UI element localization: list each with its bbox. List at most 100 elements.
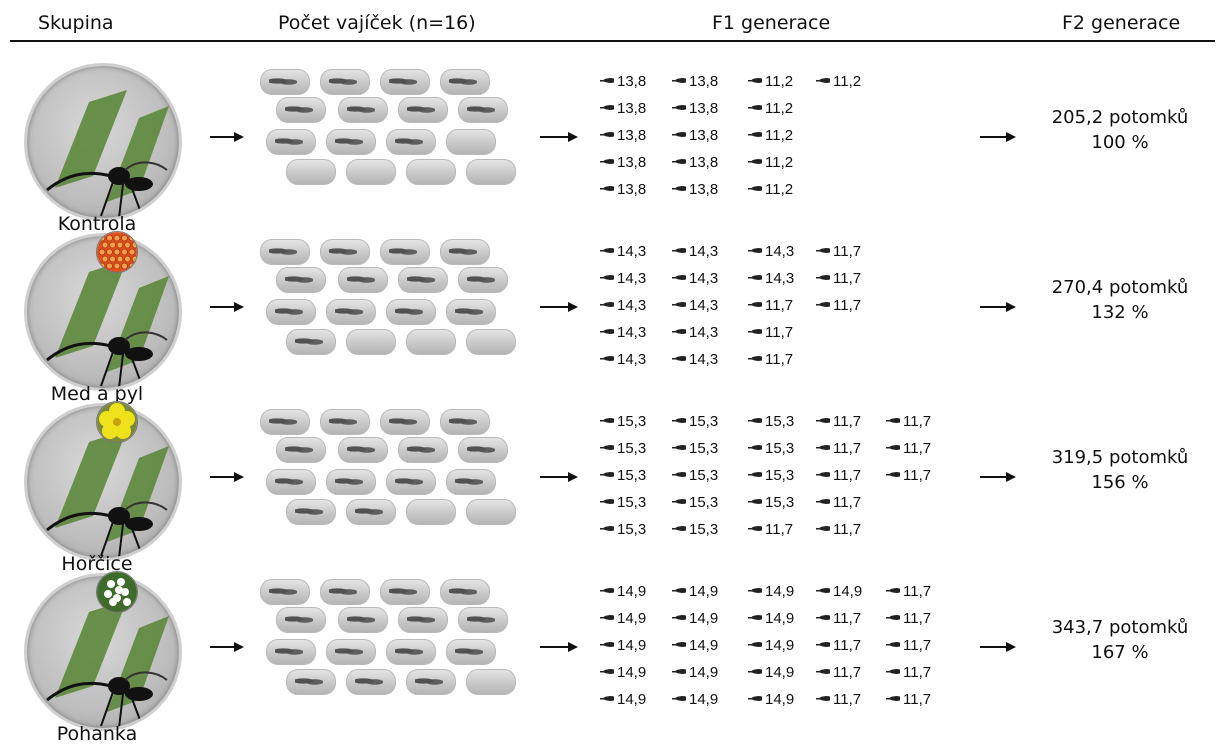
wasp-icon <box>600 274 614 281</box>
f1-value-text: 11,7 <box>765 297 794 314</box>
f1-value: 14,9 <box>600 637 646 654</box>
f1-value: 15,3 <box>748 467 794 484</box>
f2-count: 343,7 potomků <box>1051 617 1189 638</box>
wasp-icon <box>600 328 614 335</box>
wasp-icon <box>600 668 614 675</box>
f1-value-text: 15,3 <box>617 521 647 538</box>
f1-value: 11,7 <box>816 467 861 484</box>
wasp-icon <box>672 247 686 254</box>
f1-value-text: 15,3 <box>617 494 647 511</box>
f1-value: 15,3 <box>600 467 646 484</box>
f1-value: 15,3 <box>672 467 718 484</box>
parasitized-egg <box>380 69 430 95</box>
f1-value-text: 11,7 <box>903 413 932 430</box>
f1-value-text: 11,7 <box>903 440 932 457</box>
petri-dish <box>24 233 182 391</box>
f1-value-text: 11,7 <box>833 270 862 287</box>
group-row: Pohanka 14,9 14,9 14,9 14,9 11,7 14,9 14,9 14,9 1… <box>0 571 1221 748</box>
f1-value: 15,3 <box>672 413 718 430</box>
f1-value-text: 14,9 <box>765 583 795 600</box>
parasitized-egg <box>286 329 336 355</box>
f2-percent: 100 % <box>1091 132 1149 153</box>
parasitized-egg <box>386 469 436 495</box>
f1-value: 15,3 <box>600 413 646 430</box>
group-label: Pohanka <box>56 723 138 745</box>
parasitized-egg <box>338 97 388 123</box>
parasitized-egg <box>338 267 388 293</box>
f1-value-text: 15,3 <box>689 413 719 430</box>
f1-value-text: 11,7 <box>833 521 862 538</box>
arrow-icon <box>980 471 1016 483</box>
wasp-icon <box>672 444 686 451</box>
parasitized-egg <box>398 267 448 293</box>
f1-value-text: 11,7 <box>833 413 862 430</box>
wasp-icon <box>672 525 686 532</box>
f1-value-text: 14,9 <box>617 664 647 681</box>
wasp-icon <box>600 444 614 451</box>
parasitized-egg <box>276 607 326 633</box>
wasp-icon <box>816 525 830 532</box>
group-row: Hořčice 15,3 15,3 15,3 11,7 11,7 15,3 15,3 15,3 1… <box>0 401 1221 578</box>
f1-value: 13,8 <box>672 127 718 144</box>
f1-value-text: 15,3 <box>689 440 719 457</box>
f1-value: 11,7 <box>816 691 861 708</box>
parasitized-egg <box>260 409 310 435</box>
parasitized-egg <box>260 239 310 265</box>
wasp-icon <box>672 355 686 362</box>
parasitized-egg <box>458 607 508 633</box>
parasitized-egg <box>446 469 496 495</box>
f2-result: 205,2 potomků 100 % <box>1020 105 1220 155</box>
wasp-icon <box>748 498 762 505</box>
arrow-icon <box>540 131 578 143</box>
f1-value: 14,9 <box>748 637 794 654</box>
parasitized-egg <box>398 607 448 633</box>
f1-value: 15,3 <box>600 494 646 511</box>
f1-value-text: 13,8 <box>689 127 719 144</box>
parasitized-egg <box>326 299 376 325</box>
f1-value: 14,9 <box>600 664 646 681</box>
f1-value-text: 11,7 <box>833 467 862 484</box>
parasitized-egg <box>338 607 388 633</box>
f1-value-text: 15,3 <box>765 494 795 511</box>
f1-value-text: 15,3 <box>765 413 795 430</box>
wasp-icon <box>672 641 686 648</box>
f1-value: 14,3 <box>600 270 646 287</box>
f1-value: 14,9 <box>816 583 862 600</box>
parasitized-egg <box>286 499 336 525</box>
wasp-icon <box>600 247 614 254</box>
wasp-icon <box>816 641 830 648</box>
f1-value: 11,7 <box>816 637 861 654</box>
group-row: Kontrola 13,8 13,8 11,2 11,2 13,8 13,8 11,2 13,8… <box>0 63 1221 238</box>
f1-value-text: 14,9 <box>689 583 719 600</box>
wasp-icon <box>886 641 900 648</box>
wasp-icon <box>672 104 686 111</box>
f1-value: 11,7 <box>886 440 931 457</box>
wasp-icon <box>816 301 830 308</box>
egg <box>346 329 396 355</box>
egg <box>466 159 516 185</box>
wasp-icon <box>672 668 686 675</box>
f1-value: 11,7 <box>748 521 793 538</box>
egg-cluster <box>260 573 516 723</box>
f1-value-text: 14,3 <box>765 270 795 287</box>
wasp-icon <box>672 587 686 594</box>
parasitized-egg <box>440 69 490 95</box>
wasp-icon <box>748 417 762 424</box>
parasitized-egg <box>446 639 496 665</box>
f1-value-text: 11,7 <box>833 243 862 260</box>
f1-value-text: 14,9 <box>689 637 719 654</box>
wasp-icon <box>748 641 762 648</box>
f1-value: 11,2 <box>748 154 793 171</box>
arrow-icon <box>980 641 1016 653</box>
arrow-icon <box>540 471 578 483</box>
wasp-icon <box>748 77 762 84</box>
f1-value-text: 11,7 <box>903 637 932 654</box>
f1-value-text: 14,9 <box>617 637 647 654</box>
f1-value-text: 15,3 <box>617 467 647 484</box>
dish-contents-icon <box>46 260 169 388</box>
f1-value: 15,3 <box>672 494 718 511</box>
wasp-icon <box>672 185 686 192</box>
wasp-icon <box>816 274 830 281</box>
dish-contents-icon <box>46 90 169 218</box>
parasitized-egg <box>458 97 508 123</box>
